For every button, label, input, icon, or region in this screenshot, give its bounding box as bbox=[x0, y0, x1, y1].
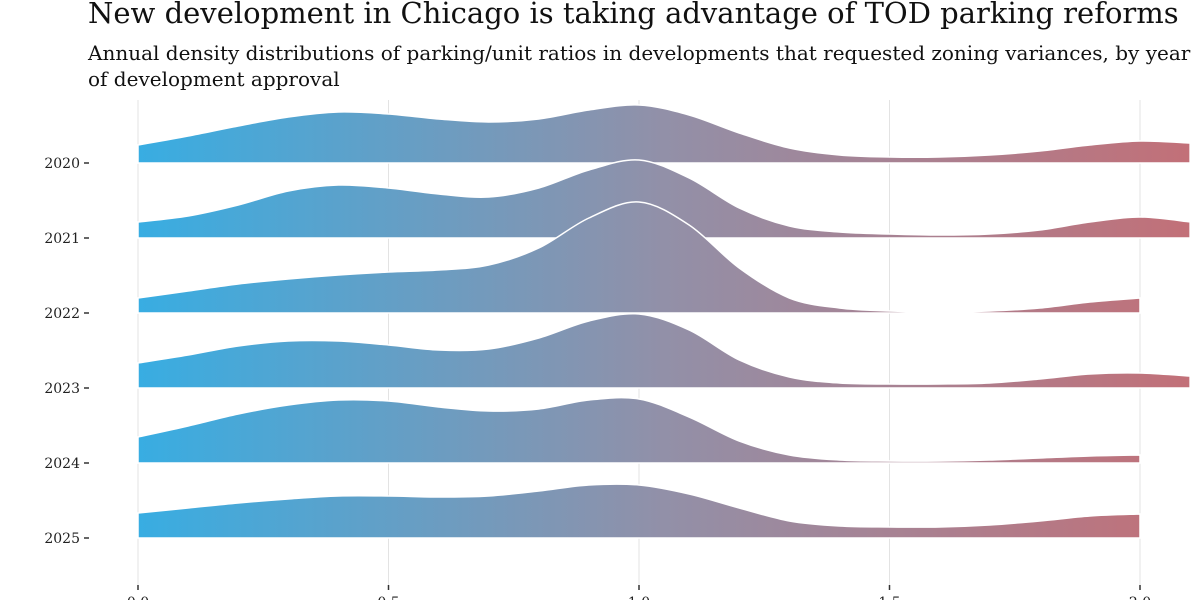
x-tick-label: 1.5 bbox=[878, 595, 900, 600]
ridges bbox=[137, 104, 1191, 539]
ridge-2021 bbox=[137, 159, 1191, 239]
ridge-2022 bbox=[137, 201, 1141, 314]
ridge-2024 bbox=[137, 396, 1141, 464]
y-tick-label: 2021 bbox=[44, 231, 80, 247]
y-tick-label: 2020 bbox=[44, 156, 80, 172]
x-tick-label: 0.0 bbox=[127, 595, 149, 600]
y-tick-label: 2025 bbox=[44, 531, 80, 547]
x-tick-label: 2.0 bbox=[1129, 595, 1151, 600]
x-tick-label: 1.0 bbox=[628, 595, 650, 600]
ridge-2020 bbox=[137, 104, 1191, 164]
chart-subtitle: Annual density distributions of parking/… bbox=[88, 41, 1191, 91]
y-axis: 2020 2021 2022 2023 2024 2025 bbox=[44, 156, 89, 547]
x-axis: 0.0 0.5 1.0 1.5 2.0 bbox=[127, 585, 1151, 600]
chart-title: New development in Chicago is taking adv… bbox=[88, 0, 1179, 30]
ridge-2025 bbox=[137, 483, 1141, 539]
y-tick-label: 2023 bbox=[44, 381, 80, 397]
y-tick-label: 2024 bbox=[44, 456, 80, 472]
y-tick-label: 2022 bbox=[44, 306, 80, 322]
ridge-2023 bbox=[137, 312, 1191, 389]
x-tick-label: 0.5 bbox=[377, 595, 399, 600]
